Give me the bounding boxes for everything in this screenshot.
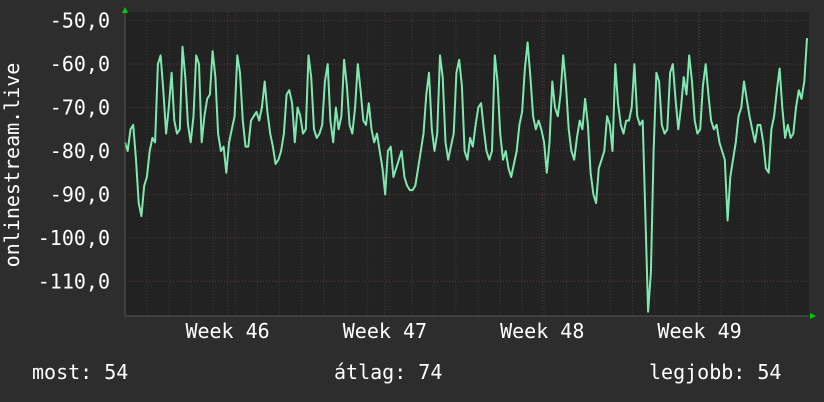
y-tick-label: -100,0	[38, 226, 110, 250]
y-tick-label: -60,0	[50, 52, 110, 76]
stat-average: átlag: 74	[334, 360, 443, 384]
stats-bar: most: 54 átlag: 74 legjobb: 54	[0, 360, 824, 390]
stat-best: legjobb: 54	[649, 360, 782, 384]
y-axis-ticks: -50,0 -60,0 -70,0 -80,0 -90,0 -100,0 -110,0	[38, 9, 110, 294]
x-axis-ticks: Week 46 Week 47 Week 48 Week 49	[185, 319, 741, 343]
series-line	[124, 38, 808, 313]
y-tick-label: -90,0	[50, 182, 110, 206]
y-tick-label: -70,0	[50, 96, 110, 120]
y-tick-label: -80,0	[50, 139, 110, 163]
x-tick-label: Week 46	[185, 319, 269, 343]
y-tick-label: -110,0	[38, 269, 110, 293]
x-tick-label: Week 47	[343, 319, 427, 343]
x-tick-label: Week 48	[500, 319, 584, 343]
y-axis-label: onlinestream.live	[0, 63, 24, 268]
y-tick-label: -50,0	[50, 9, 110, 33]
x-tick-label: Week 49	[657, 319, 741, 343]
x-axis-arrow-icon	[810, 313, 816, 319]
stat-current: most: 54	[32, 360, 129, 384]
y-axis-arrow-icon	[122, 7, 128, 13]
